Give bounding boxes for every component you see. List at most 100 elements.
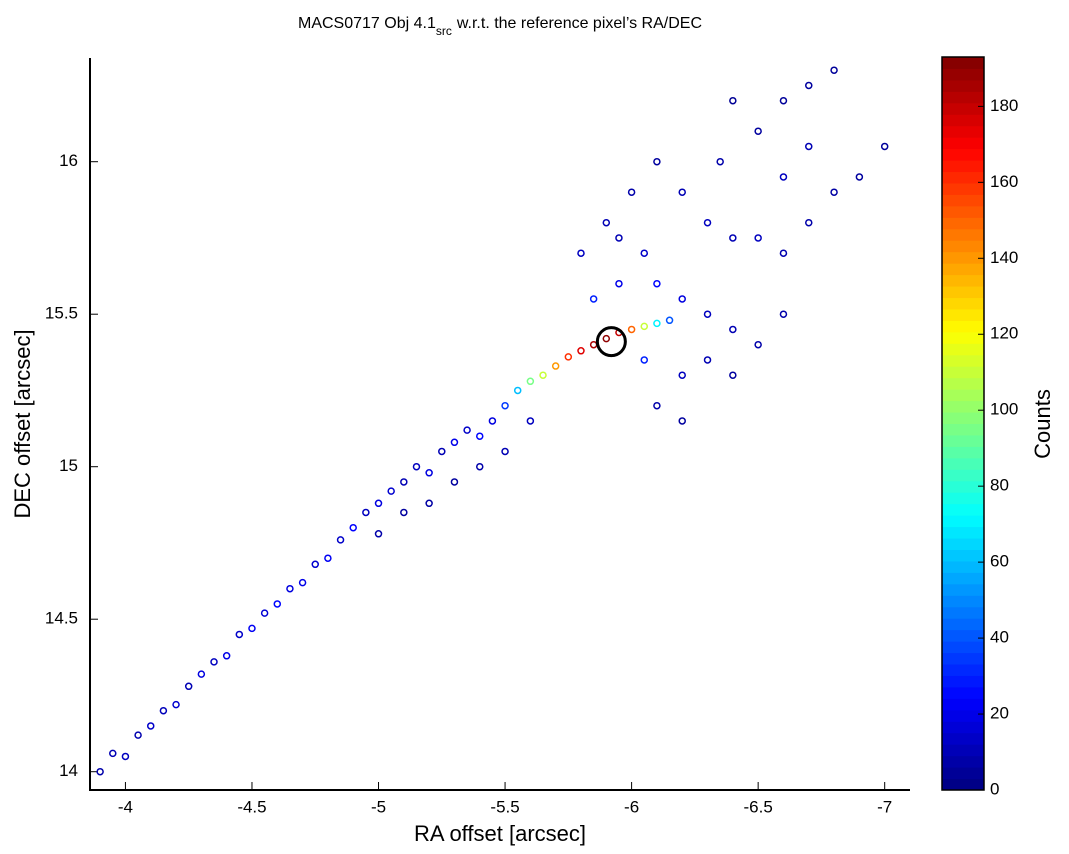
point: [754, 127, 762, 135]
colorbar-band: [942, 160, 984, 173]
point: [779, 96, 788, 105]
point: [665, 316, 674, 325]
point: [298, 578, 307, 587]
point: [703, 356, 712, 364]
colorbar-band: [942, 114, 984, 127]
y-tick-label: 14: [59, 761, 78, 780]
point: [425, 469, 433, 477]
point: [235, 630, 244, 639]
colorbar-tick-label: 40: [990, 628, 1009, 647]
point: [880, 142, 889, 151]
colorbar-band: [942, 102, 984, 115]
title-suffix: w.r.t. the reference pixel’s RA/DEC: [456, 15, 702, 32]
point: [627, 325, 636, 334]
point: [805, 142, 813, 151]
colorbar-band: [942, 480, 984, 493]
point: [210, 658, 218, 666]
point: [222, 652, 231, 660]
colorbar-band: [942, 274, 984, 287]
point: [678, 371, 686, 379]
x-tick-label: -6: [624, 797, 639, 816]
y-tick-label: 15: [59, 456, 78, 475]
colorbar-tick-label: 60: [990, 552, 1009, 571]
colorbar-band: [942, 778, 984, 791]
colorbar-band: [942, 354, 984, 367]
colorbar-tick-label: 80: [990, 476, 1009, 495]
colorbar-band: [942, 560, 984, 573]
point: [476, 462, 484, 471]
point: [374, 499, 383, 508]
colorbar-band: [942, 79, 984, 92]
point: [450, 438, 459, 447]
colorbar-tick-label: 160: [990, 172, 1018, 191]
point: [324, 554, 332, 562]
colorbar: 0 20 40 60 80 100 120 140 160 180: [941, 56, 1018, 798]
colorbar-band: [942, 423, 984, 436]
point: [248, 624, 256, 633]
colorbar-band: [942, 205, 984, 218]
colorbar-band: [942, 767, 984, 780]
colorbar-band: [942, 675, 984, 688]
colorbar-band: [942, 457, 984, 470]
colorbar-band: [942, 412, 984, 424]
point: [513, 386, 522, 395]
point: [703, 218, 712, 227]
colorbar-band: [942, 308, 984, 321]
colorbar-band: [942, 755, 984, 768]
point: [96, 767, 104, 776]
point: [501, 401, 509, 410]
x-tick-label: -6.5: [743, 797, 772, 816]
point: [400, 478, 408, 486]
point: [615, 234, 623, 242]
colorbar-frame: [941, 56, 985, 791]
point: [830, 66, 838, 74]
point: [526, 377, 535, 386]
point: [640, 322, 649, 331]
colorbar-band: [942, 434, 984, 447]
y-tick-label: 15.5: [45, 304, 78, 323]
point: [653, 279, 661, 288]
colorbar-band: [942, 606, 984, 619]
point: [678, 295, 686, 303]
point: [362, 508, 370, 517]
point: [311, 560, 319, 569]
colorbar-tick-label: 20: [990, 704, 1009, 723]
point: [640, 356, 649, 364]
point: [729, 96, 737, 105]
point: [336, 536, 345, 544]
colorbar-band: [942, 618, 984, 631]
colorbar-band: [942, 629, 984, 642]
point: [273, 600, 282, 608]
colorbar-band: [942, 91, 984, 104]
point: [640, 249, 649, 257]
colorbar-tick-label: 140: [990, 248, 1018, 267]
point: [400, 508, 408, 517]
colorbar-tick-label: 120: [990, 324, 1018, 343]
x-tick-label: -7: [877, 797, 892, 816]
x-axis-label: RA offset [arcsec]: [414, 821, 586, 846]
point: [855, 173, 864, 181]
point: [172, 700, 180, 709]
colorbar-band: [942, 538, 984, 550]
point: [387, 487, 395, 495]
point: [653, 157, 661, 166]
point: [830, 188, 838, 196]
point: [425, 499, 433, 508]
y-axis-label: DEC offset [arcsec]: [10, 329, 35, 518]
colorbar-band: [942, 320, 984, 333]
point: [653, 401, 661, 410]
colorbar-band: [942, 366, 984, 379]
title-text: MACS0717 Obj 4.1: [298, 15, 436, 32]
point: [159, 706, 168, 715]
colorbar-band: [942, 389, 984, 402]
colorbar-band: [942, 686, 984, 699]
colorbar-band: [942, 503, 984, 516]
title-subscript: src: [436, 24, 452, 38]
point: [627, 188, 636, 196]
colorbar-band: [942, 721, 984, 734]
colorbar-band: [942, 732, 984, 745]
point: [805, 218, 813, 227]
colorbar-band: [942, 664, 984, 676]
point: [678, 188, 686, 196]
point: [716, 157, 724, 166]
